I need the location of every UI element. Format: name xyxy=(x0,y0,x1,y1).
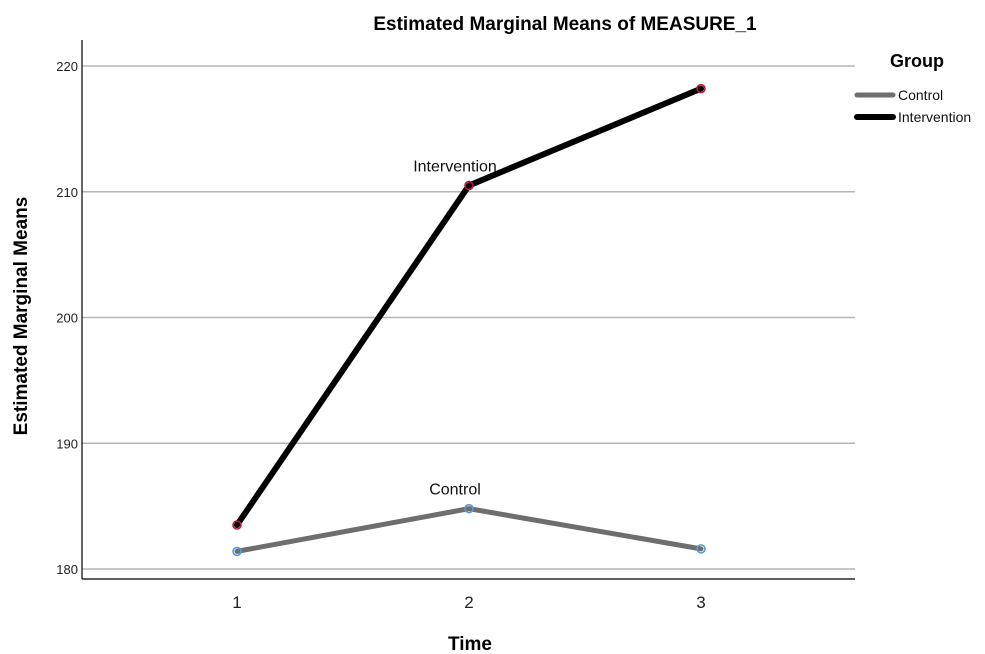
y-tick-label: 220 xyxy=(56,59,78,74)
x-tick-labels: 1 2 3 xyxy=(232,593,705,612)
series-labels: Control Intervention xyxy=(413,158,497,498)
y-tick-label: 200 xyxy=(56,311,78,326)
series-line-control xyxy=(234,506,704,554)
y-tick-label: 190 xyxy=(56,436,78,451)
y-tick-label: 180 xyxy=(56,562,78,577)
x-axis-title: Time xyxy=(448,634,492,654)
x-tick-label: 1 xyxy=(232,593,241,612)
legend-label: Intervention xyxy=(898,109,971,125)
legend-label: Control xyxy=(898,87,943,103)
series-label-control: Control xyxy=(429,482,481,499)
y-axis-title: Estimated Marginal Means xyxy=(11,197,32,436)
data-point-control xyxy=(696,544,706,554)
chart-title: Estimated Marginal Means of MEASURE_1 xyxy=(373,14,757,35)
legend: Group Control Intervention xyxy=(854,51,971,125)
x-tick-label: 3 xyxy=(696,593,705,612)
series-line-intervention xyxy=(234,85,704,528)
data-point-control xyxy=(464,503,474,514)
data-point-intervention xyxy=(464,180,474,191)
axes xyxy=(81,40,855,580)
legend-title: Group xyxy=(890,51,944,71)
series-group xyxy=(232,83,706,557)
data-point-intervention xyxy=(696,83,706,94)
data-point-control xyxy=(232,546,242,557)
x-tick-label: 2 xyxy=(464,593,473,612)
y-tick-labels: 180 190 200 210 220 xyxy=(56,59,78,577)
gridlines xyxy=(82,65,855,570)
data-point-intervention xyxy=(232,520,242,530)
y-tick-label: 210 xyxy=(56,185,78,200)
series-label-intervention: Intervention xyxy=(413,158,497,175)
